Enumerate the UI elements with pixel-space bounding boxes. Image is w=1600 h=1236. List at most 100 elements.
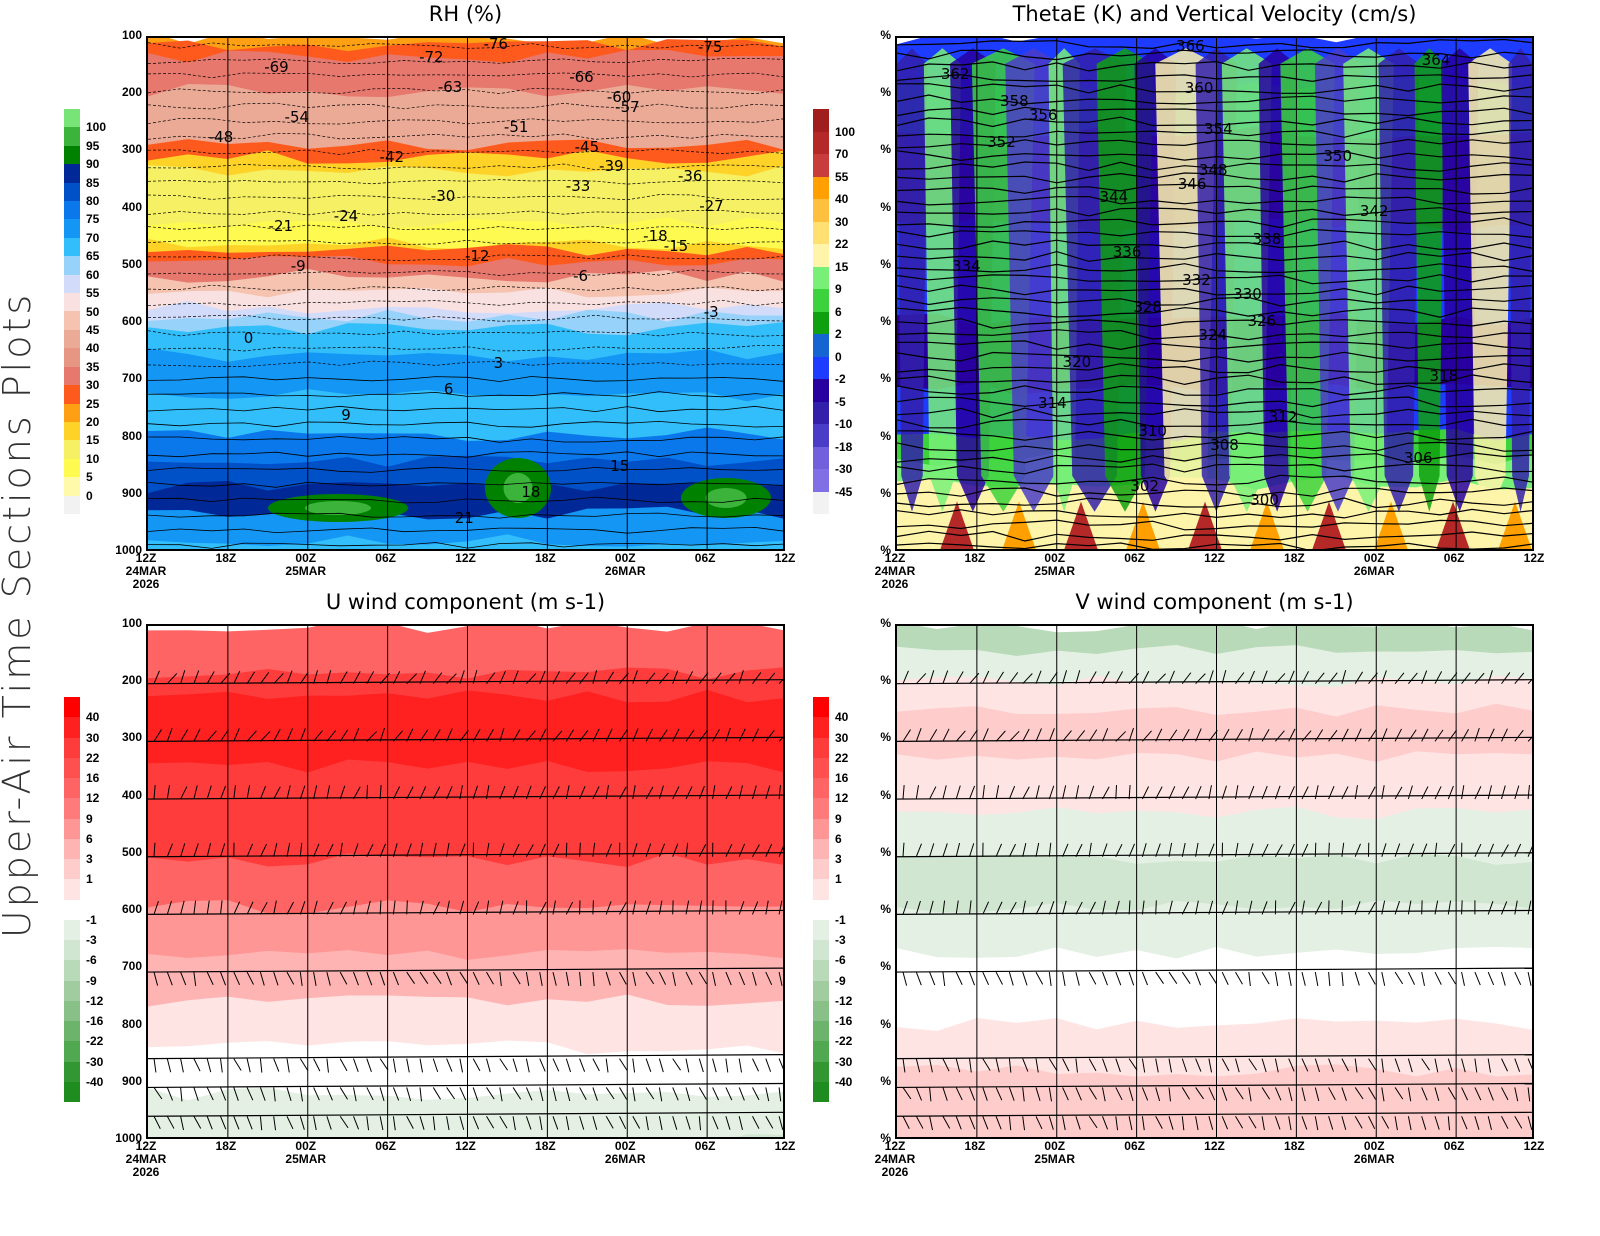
velocity-column <box>1005 48 1063 512</box>
wind-barb <box>969 729 978 742</box>
colorbar-swatch <box>64 256 80 275</box>
wind-barb <box>605 728 613 742</box>
wind-barb <box>1088 901 1096 915</box>
wind-barb <box>1141 1058 1146 1073</box>
colorbar-label: 35 <box>86 359 100 374</box>
wind-barb <box>1181 971 1191 984</box>
wind-barb <box>1341 728 1349 742</box>
wind-barb <box>1195 900 1199 915</box>
wind-barb <box>313 1058 321 1072</box>
wind-barb <box>286 971 295 985</box>
wind-barb <box>1168 670 1175 684</box>
wind-barb <box>1447 844 1456 857</box>
colorbar-swatch <box>813 838 829 859</box>
shaded-band <box>148 1087 783 1137</box>
wind-barb <box>1102 843 1108 857</box>
wind-barb <box>778 900 783 915</box>
wind-barb <box>1035 728 1042 742</box>
wind-barb <box>339 1115 349 1129</box>
wind-barb <box>539 1116 543 1131</box>
wind-barb <box>765 900 769 915</box>
wind-barb <box>1062 843 1069 857</box>
wind-barb <box>273 1058 280 1072</box>
wind-barb <box>1168 900 1173 915</box>
colorbar-swatch <box>64 838 80 859</box>
colorbar-swatch <box>813 1000 829 1021</box>
contour-label: 328 <box>1133 298 1162 317</box>
colorbar-swatch <box>64 109 80 128</box>
wind-barb <box>929 729 938 742</box>
colorbar-swatch <box>64 127 80 146</box>
y-tick-label: 500 <box>121 844 142 859</box>
wind-barb <box>259 1116 263 1131</box>
colorbar-label: 22 <box>86 750 100 765</box>
wind-barb <box>659 672 669 684</box>
y-tick-label: 900 <box>121 485 142 500</box>
wind-barb <box>915 785 919 800</box>
wind-barb <box>392 1058 397 1073</box>
wind-barb <box>1341 842 1345 857</box>
x-tick-label: 18Z <box>515 552 575 565</box>
wind-barb <box>486 842 490 857</box>
wind-barb <box>698 785 705 800</box>
contour-label: -45 <box>574 137 600 156</box>
wind-barb <box>619 786 627 800</box>
wind-barb <box>1381 1087 1385 1102</box>
wind-barb <box>1048 671 1058 684</box>
wind-barb <box>1141 1116 1145 1131</box>
wind-barb <box>1142 730 1152 742</box>
wind-barb <box>1141 786 1150 800</box>
wind-barb <box>1461 900 1463 915</box>
x-tick-label: 06Z <box>356 552 416 565</box>
colorbar-swatch <box>813 859 829 880</box>
wind-barb <box>658 843 666 857</box>
wind-barb <box>299 972 303 987</box>
contour-label: -57 <box>615 97 640 116</box>
colorbar-swatch <box>64 1081 80 1102</box>
wind-barb <box>1447 1087 1456 1100</box>
y-tick-label: % <box>880 902 891 917</box>
colorbar-label: 50 <box>86 304 100 319</box>
wind-barb <box>995 971 1003 985</box>
wind-barb <box>193 728 201 742</box>
wind-barb <box>259 843 267 857</box>
wind-barb <box>1461 785 1465 800</box>
wind-barb <box>1022 786 1030 800</box>
wind-barb <box>1062 1116 1066 1131</box>
wind-barb <box>1195 1116 1199 1131</box>
x-tick-time: 00Z <box>295 1139 317 1153</box>
wind-barb <box>658 729 668 742</box>
wind-barb <box>1235 900 1239 915</box>
wind-barb <box>259 785 267 800</box>
colorbar-swatch <box>813 379 829 402</box>
wind-barb <box>592 1116 598 1130</box>
panel-title-thetae: ThetaE (K) and Vertical Velocity (cm/s) <box>1012 2 1417 26</box>
wind-barb <box>153 785 156 800</box>
wind-barb <box>1048 1116 1054 1130</box>
x-tick-label: 06Z <box>1424 1140 1484 1153</box>
wind-barb <box>1221 901 1229 915</box>
wind-barb <box>955 843 961 857</box>
wind-barb <box>1328 842 1330 857</box>
wind-barb <box>286 1087 292 1101</box>
wind-barb <box>915 843 922 857</box>
contour-label: -60 <box>606 87 632 106</box>
wind-barb <box>406 728 414 742</box>
wind-barb <box>446 900 450 915</box>
wind-barb <box>1022 673 1033 685</box>
wind-barb <box>605 785 609 800</box>
velocity-core <box>940 501 974 549</box>
wind-barb <box>1341 786 1349 800</box>
colorbar-swatch <box>813 356 829 379</box>
wind-barb <box>1075 971 1080 986</box>
wind-barb <box>1128 900 1131 915</box>
colorbar-swatch <box>64 1041 80 1062</box>
wind-barb <box>419 1087 422 1102</box>
wind-barb <box>1261 728 1270 742</box>
wind-barb <box>645 786 654 800</box>
wind-barb <box>326 785 331 800</box>
x-tick-date: 26MAR <box>1353 564 1395 578</box>
colorbar-swatch <box>64 1021 80 1042</box>
wind-barb <box>672 670 679 684</box>
x-tick-label: 18Z <box>196 1140 256 1153</box>
